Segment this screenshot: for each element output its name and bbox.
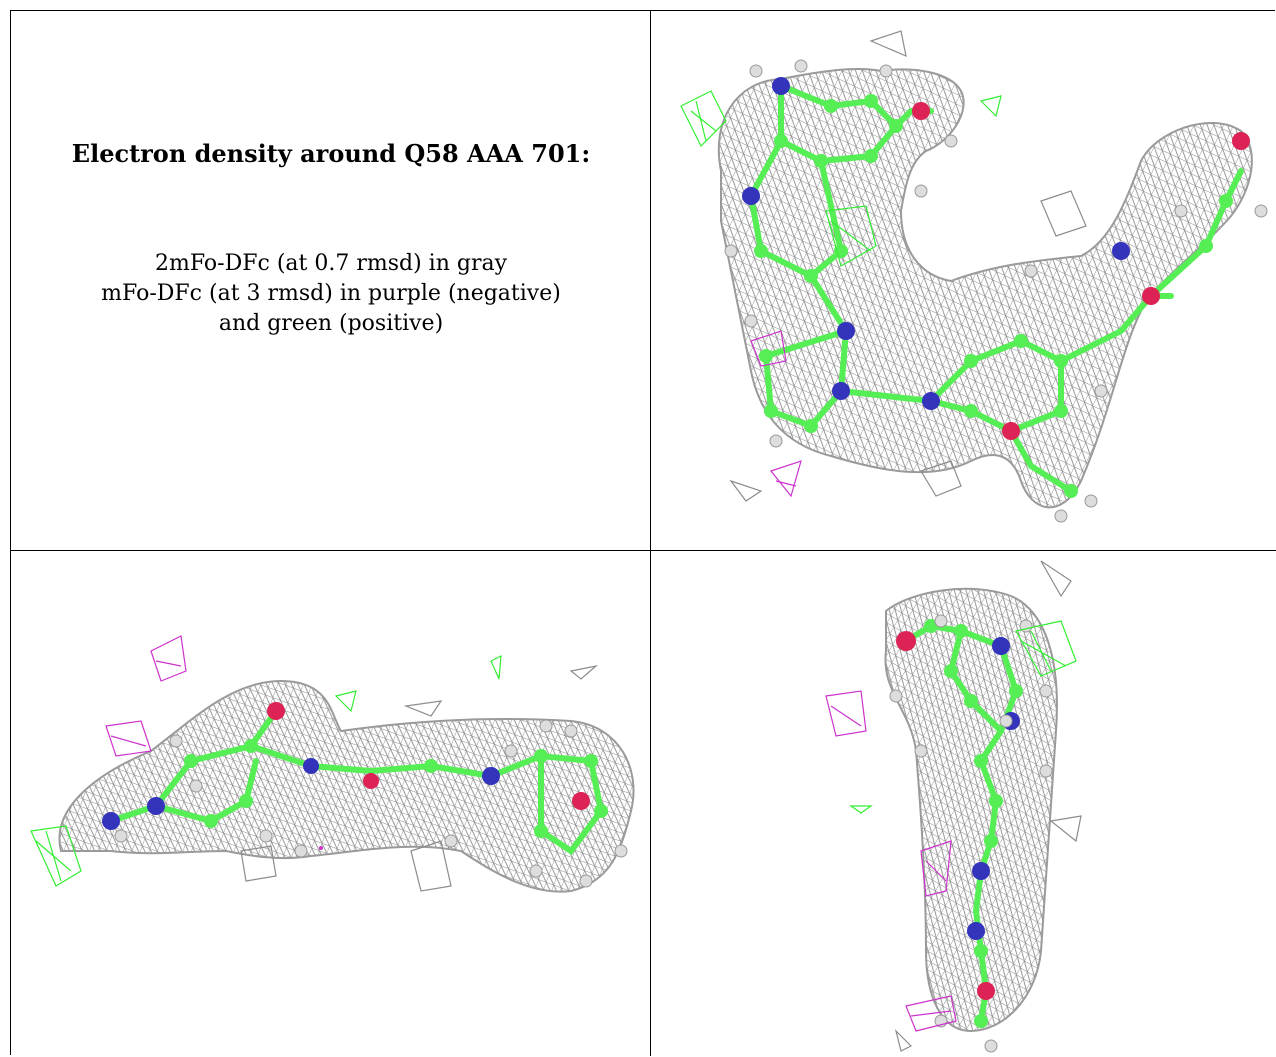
density-panel-end-view	[651, 551, 1276, 1056]
density-panel-top-view	[651, 11, 1276, 551]
caption-cell: Electron density around Q58 AAA 701: 2mF…	[11, 11, 651, 551]
mesh-2fofc	[884, 587, 1058, 1033]
end-view-render	[825, 560, 1082, 1053]
legend-line-2: mFo-DFc (at 3 rmsd) in purple (negative)	[101, 281, 561, 306]
legend-line-1: 2mFo-DFc (at 0.7 rmsd) in gray	[155, 251, 507, 276]
side-view-render	[30, 635, 635, 893]
figure-grid: Electron density around Q58 AAA 701: 2mF…	[10, 10, 1276, 1056]
mesh-2fofc	[717, 67, 1253, 509]
top-view-render	[680, 30, 1268, 523]
legend-text: 2mFo-DFc (at 0.7 rmsd) in gray mFo-DFc (…	[11, 249, 650, 339]
figure-title: Electron density around Q58 AAA 701:	[71, 139, 591, 168]
mesh-2fofc	[58, 679, 635, 893]
legend-line-3: and green (positive)	[218, 311, 444, 336]
density-panel-side-view	[11, 551, 651, 1056]
